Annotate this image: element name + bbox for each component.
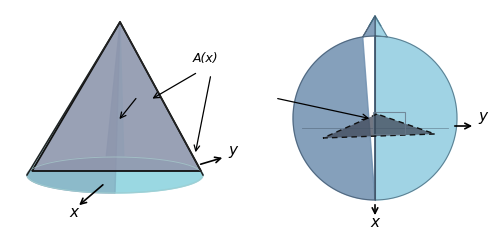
Polygon shape [369,16,381,26]
Polygon shape [32,22,201,171]
Bar [373,112,405,134]
Polygon shape [27,22,203,193]
Polygon shape [323,114,435,138]
Text: x: x [370,215,379,230]
Polygon shape [375,16,457,200]
Polygon shape [115,22,203,193]
Text: y: y [478,109,487,124]
Text: A(x): A(x) [193,52,218,65]
Text: x: x [69,205,78,220]
Polygon shape [293,16,375,200]
Polygon shape [27,22,120,193]
Text: y: y [228,143,237,158]
